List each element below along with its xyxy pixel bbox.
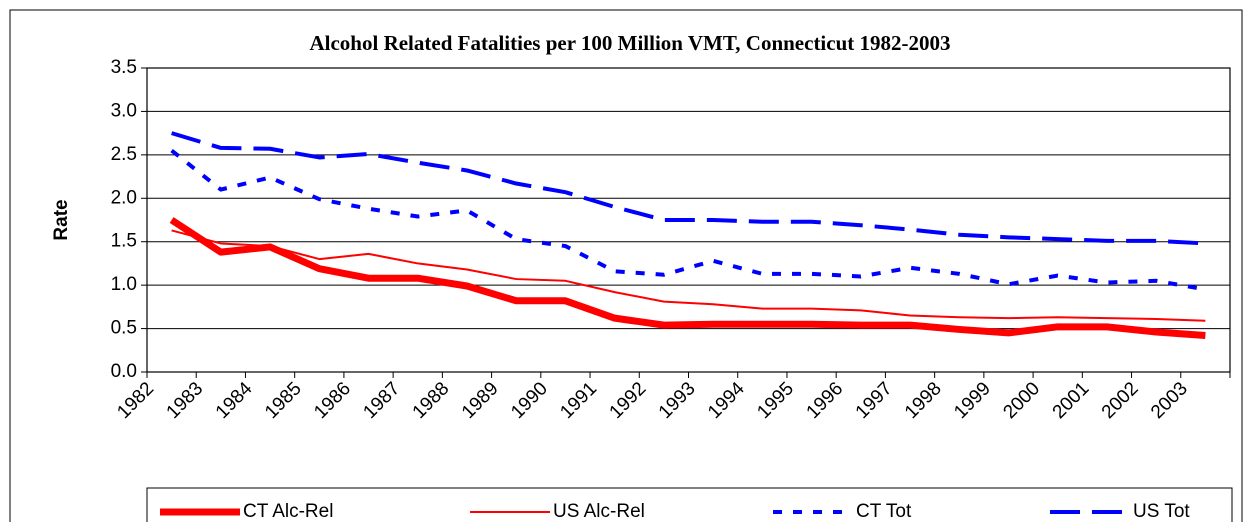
y-tick-label: 3.5 <box>111 57 137 78</box>
y-axis-label: Rate <box>51 199 72 240</box>
series-line <box>171 131 1206 246</box>
chart-title: Alcohol Related Fatalities per 100 Milli… <box>309 31 950 55</box>
y-tick-label: 3.0 <box>111 100 137 121</box>
legend-label: US Tot <box>1133 501 1190 522</box>
series-line <box>169 217 1206 340</box>
legend-label: US Alc-Rel <box>553 501 645 522</box>
series-line <box>170 148 1206 292</box>
y-tick-label: 1.0 <box>111 274 137 295</box>
y-tick-label: 0.0 <box>111 361 137 382</box>
y-tick-label: 2.0 <box>111 187 137 208</box>
legend-label: CT Tot <box>856 501 912 522</box>
y-tick-label: 1.5 <box>111 231 137 252</box>
y-tick-label: 0.5 <box>111 318 137 339</box>
legend-label: CT Alc-Rel <box>243 501 333 522</box>
legend-box <box>146 487 1233 522</box>
series-line <box>171 229 1206 322</box>
y-tick-label: 2.5 <box>111 144 137 165</box>
